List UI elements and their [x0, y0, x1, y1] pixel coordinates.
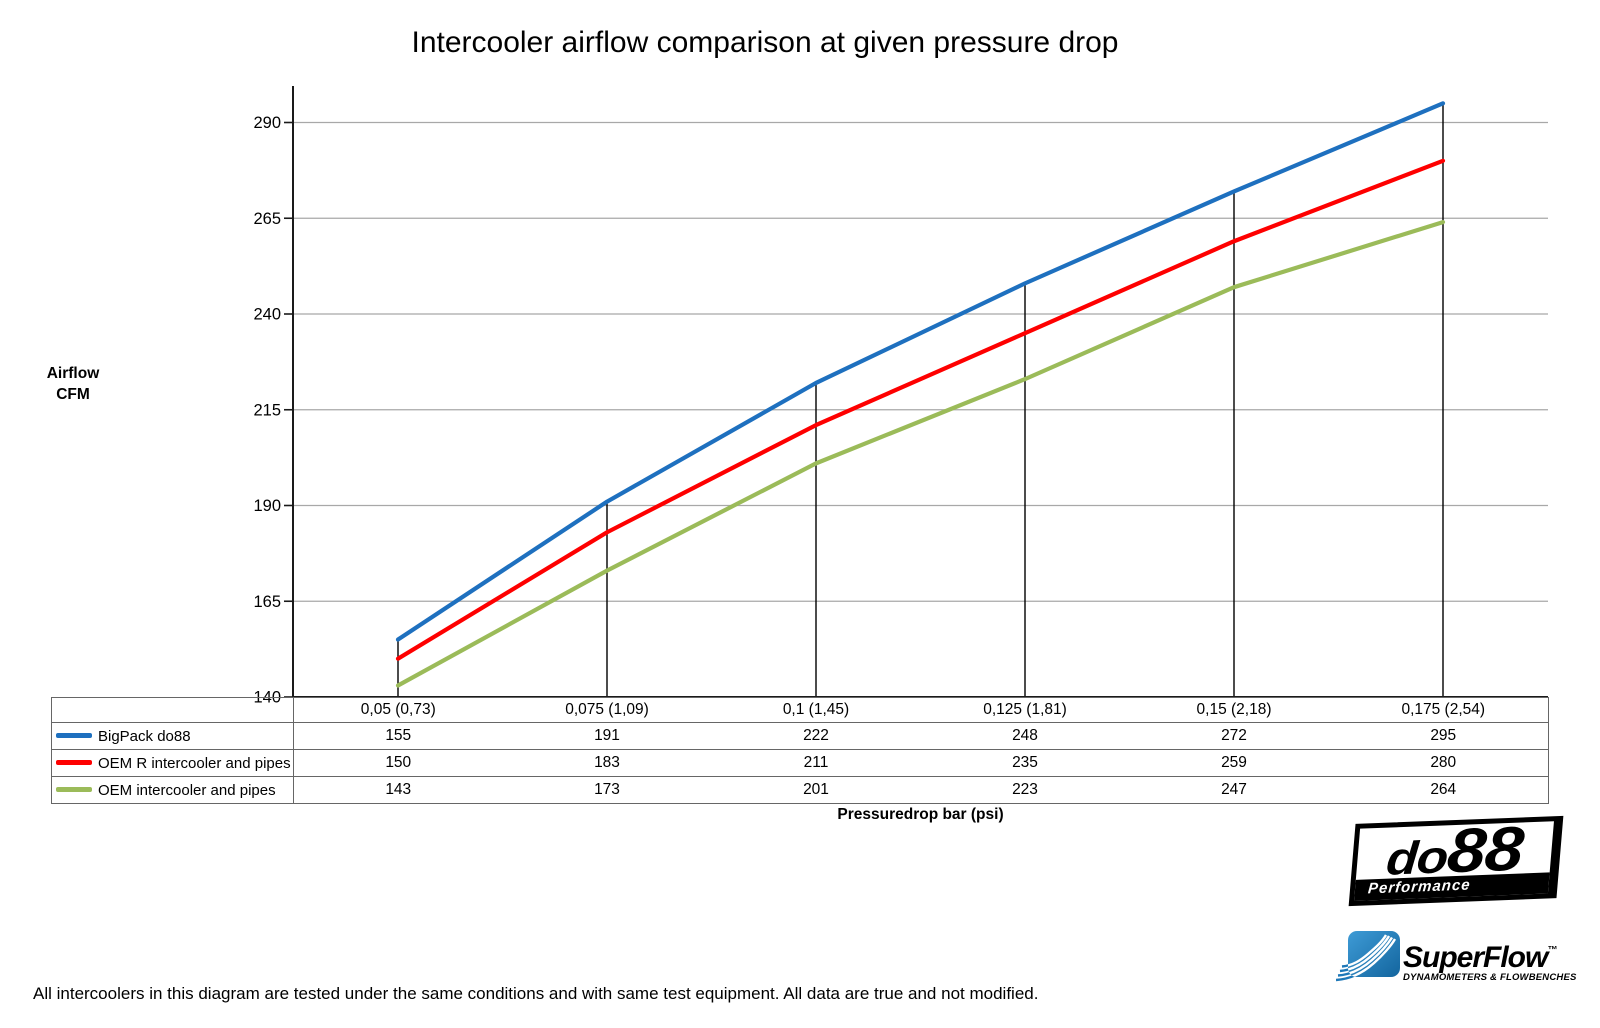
category-label: 0,1 (1,45): [711, 697, 921, 723]
do88-logo-text-do: do: [1384, 830, 1450, 885]
value-cell: 150: [293, 749, 503, 777]
legend-header-cell: [51, 697, 294, 723]
superflow-waves-icon: [1336, 931, 1400, 982]
value-cell: 173: [502, 776, 712, 804]
superflow-name: SuperFlow™: [1403, 936, 1575, 973]
series-line-oem-r-intercooler-and-pipes: [395, 158, 1446, 661]
legend-label: OEM intercooler and pipes: [98, 781, 276, 799]
data-table: 0,05 (0,73) 0,075 (1,09) 0,1 (1,45) 0,125 (…: [51, 697, 1549, 804]
legend-swatch-icon: [56, 759, 92, 765]
trademark-symbol: ™: [1547, 945, 1558, 956]
value-cell: 259: [1129, 749, 1339, 777]
value-cell: 223: [920, 776, 1130, 804]
superflow-logo: SuperFlow™ DYNAMOMETERS & FLOWBENCHES: [1336, 930, 1577, 984]
value-cell: 211: [711, 749, 921, 777]
legend-label: BigPack do88: [98, 727, 191, 745]
value-cell: 247: [1129, 776, 1339, 804]
value-cell: 183: [502, 749, 712, 777]
value-cell: 272: [1129, 722, 1339, 750]
y-tick-label: 290: [253, 114, 281, 132]
category-label: 0,075 (1,09): [502, 697, 712, 723]
legend-swatch-icon: [56, 732, 92, 738]
superflow-text-block: SuperFlow™ DYNAMOMETERS & FLOWBENCHES: [1403, 936, 1577, 984]
do88-logo-text: do88: [1344, 814, 1565, 886]
y-tick-label: 215: [253, 401, 281, 419]
y-tick-label: 265: [253, 210, 281, 228]
category-labels-row: 0,05 (0,73) 0,075 (1,09) 0,1 (1,45) 0,125 (…: [51, 697, 1549, 723]
series-row: OEM intercooler and pipes 143 173 201 223 247…: [51, 776, 1549, 804]
series-row: BigPack do88 155 191 222 248 272 295: [51, 722, 1549, 750]
value-cell: 201: [711, 776, 921, 804]
value-cell: 235: [920, 749, 1130, 777]
value-cell: 143: [293, 776, 503, 804]
value-cell: 280: [1338, 749, 1549, 777]
series-line-bigpack-do88: [395, 101, 1446, 642]
superflow-wordmark: SuperFlow: [1403, 941, 1548, 974]
y-axis-title: Airflow CFM: [18, 363, 128, 405]
category-label: 0,175 (2,54): [1338, 697, 1549, 723]
legend-item: OEM R intercooler and pipes: [51, 749, 294, 777]
series-line-oem-intercooler-and-pipes: [395, 219, 1446, 688]
x-axis-title: Pressuredrop bar (psi): [837, 806, 1004, 823]
legend-item: BigPack do88: [51, 722, 294, 750]
category-label: 0,125 (1,81): [920, 697, 1130, 723]
legend-swatch-icon: [56, 786, 92, 792]
value-cell: 295: [1338, 722, 1549, 750]
value-cell: 222: [711, 722, 921, 750]
legend-label: OEM R intercooler and pipes: [98, 754, 291, 772]
do88-logo: do88 Performance: [1348, 814, 1564, 914]
category-label: 0,05 (0,73): [293, 697, 503, 723]
value-cell: 191: [502, 722, 712, 750]
series-row: OEM R intercooler and pipes 150 183 211 235 2…: [51, 749, 1549, 777]
value-cell: 264: [1338, 776, 1549, 804]
do88-logo-box: do88 Performance: [1348, 814, 1564, 907]
value-cell: 248: [920, 722, 1130, 750]
category-label: 0,15 (2,18): [1129, 697, 1339, 723]
value-cell: 155: [293, 722, 503, 750]
y-axis-title-line2: CFM: [56, 386, 90, 403]
legend-item: OEM intercooler and pipes: [51, 776, 294, 804]
footnote: All intercoolers in this diagram are tes…: [33, 984, 1039, 1003]
chart-title: Intercooler airflow comparison at given …: [411, 26, 1119, 59]
do88-logo-text-88: 88: [1444, 814, 1526, 887]
y-axis-title-line1: Airflow: [46, 365, 100, 382]
y-tick-label: 165: [253, 593, 281, 611]
y-tick-label: 190: [253, 497, 281, 515]
y-tick-label: 240: [253, 306, 281, 324]
superflow-tagline: DYNAMOMETERS & FLOWBENCHES: [1403, 972, 1577, 983]
